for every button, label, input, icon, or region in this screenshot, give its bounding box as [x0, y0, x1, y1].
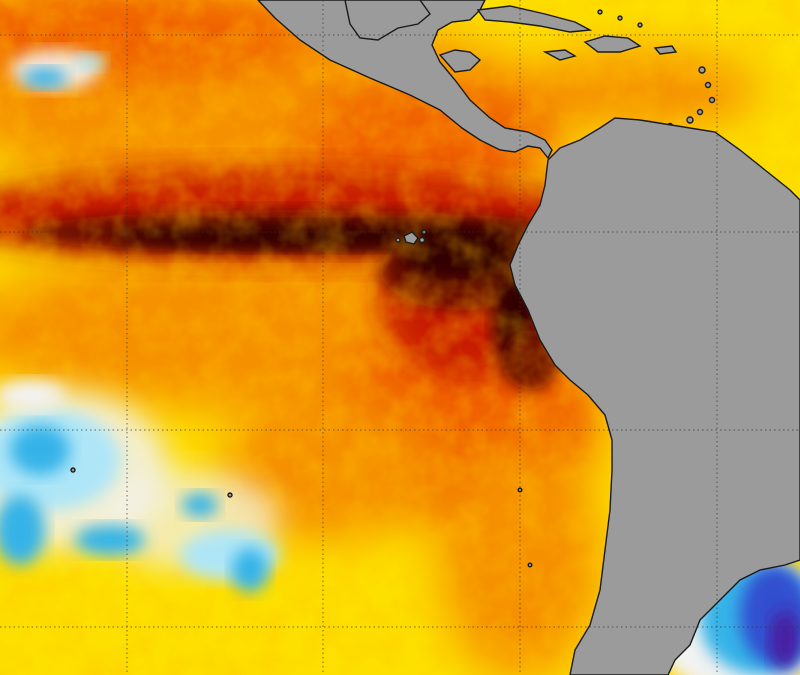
- south-america: [509, 117, 800, 675]
- central-america: [257, 0, 553, 160]
- cool-anomaly-northwest: [10, 50, 105, 90]
- galapagos-islands: [395, 229, 427, 245]
- land-layer: [70, 0, 800, 675]
- caribbean-islands: [476, 5, 716, 130]
